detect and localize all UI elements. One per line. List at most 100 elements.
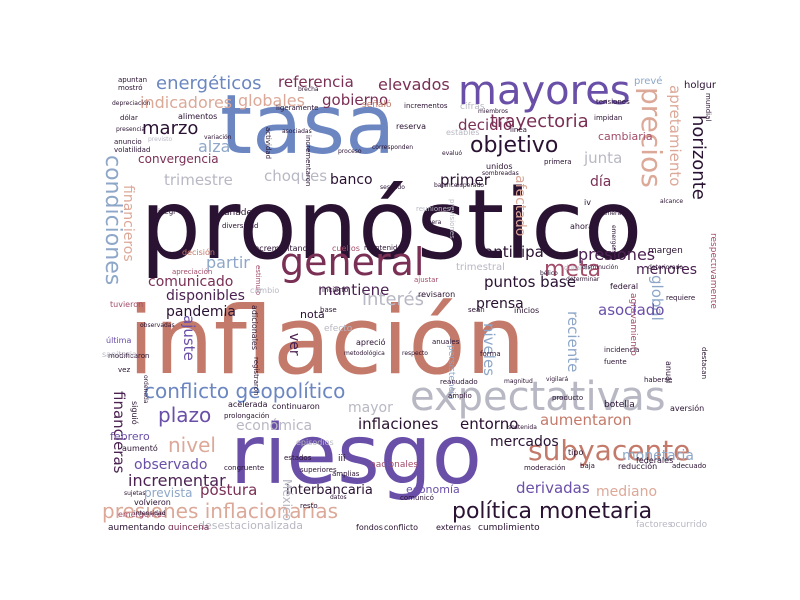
cloud-word: sujetas — [124, 490, 146, 497]
cloud-word: mantiene — [318, 281, 390, 299]
cloud-word: plazo — [158, 403, 212, 427]
cloud-word: riesgo — [230, 408, 482, 503]
cloud-word: corresponden — [372, 144, 414, 151]
cloud-word: apreciación — [172, 268, 213, 276]
cloud-word: comunicó — [400, 494, 434, 502]
cloud-word: interés — [362, 289, 424, 310]
cloud-word: mayor — [348, 400, 393, 416]
cloud-word: monetaria — [622, 448, 694, 464]
cloud-word: apuntan — [118, 76, 148, 84]
cloud-word: sombreadas — [482, 170, 519, 177]
cloud-word: previsto — [148, 136, 173, 143]
cloud-word: energéticos — [156, 75, 262, 94]
cloud-word: metodológica — [344, 350, 385, 357]
cloud-word: bélico — [540, 270, 558, 277]
cloud-word: financieros — [120, 185, 136, 262]
cloud-word: anticipa — [484, 243, 544, 261]
cloud-word: incrementaron — [304, 135, 312, 187]
cloud-word: volvieron — [134, 498, 171, 507]
cloud-word: inflaciones — [358, 415, 439, 433]
cloud-word: cambio — [250, 286, 280, 295]
cloud-word: opera — [424, 219, 442, 226]
cloud-word: iv — [584, 198, 591, 207]
cloud-word: disminución — [582, 264, 619, 271]
cloud-word: globales — [238, 91, 305, 110]
cloud-word: efecto — [324, 324, 353, 334]
cloud-word: asociadas — [282, 128, 312, 135]
cloud-word: haberse — [644, 376, 673, 384]
cloud-word: determinar — [566, 276, 600, 283]
cloud-word: subyacente — [528, 434, 691, 467]
cloud-word: prolongación — [224, 412, 270, 420]
cloud-word: política monetaria — [452, 499, 653, 524]
cloud-word: ocurrido — [670, 520, 708, 530]
cloud-word: destacan — [700, 347, 708, 380]
cloud-word: banco — [330, 172, 373, 188]
cloud-word: observadas — [140, 322, 175, 329]
word-cloud: pronóstico inflación riesgo tasa mayores gene… — [100, 75, 716, 530]
cloud-word: revisaron — [418, 290, 456, 299]
cloud-word: externas — [436, 523, 471, 531]
cloud-word: incrementando — [252, 244, 313, 253]
cloud-word: balance — [434, 182, 458, 189]
cloud-word: siguió — [130, 401, 139, 425]
cloud-word: económica — [236, 418, 313, 434]
cloud-word: menores — [636, 262, 698, 278]
cloud-word: expectativas — [410, 374, 666, 420]
cloud-word: ajuste — [180, 315, 198, 361]
cloud-word: inegi — [158, 208, 176, 216]
cloud-word: horizonte — [688, 115, 709, 200]
cloud-word: cumplimiento — [478, 523, 540, 531]
cloud-word: amplio — [448, 392, 472, 400]
cloud-word: anuncio — [114, 138, 142, 146]
cloud-word: sean — [468, 306, 485, 314]
cloud-word: magnitud — [504, 378, 533, 385]
cloud-word: choques — [264, 167, 328, 185]
cloud-word: adecuado — [672, 462, 707, 470]
cloud-word: cambiaria — [598, 130, 653, 143]
cloud-word: dólar — [120, 114, 138, 122]
cloud-word: previsiones — [448, 199, 456, 239]
cloud-word: presiones — [578, 245, 656, 264]
cloud-word: tensiones — [596, 98, 630, 106]
cloud-word: incierto — [322, 286, 349, 294]
cloud-word: incrementos — [404, 102, 448, 110]
cloud-word: comunicado — [148, 274, 234, 290]
cloud-word: México — [280, 479, 294, 521]
cloud-word: holgura — [684, 80, 716, 91]
cloud-word: mantenido — [364, 244, 402, 252]
cloud-word: variación — [204, 134, 232, 141]
cloud-word: iii — [338, 454, 346, 464]
cloud-word: alza — [198, 137, 231, 156]
cloud-word: asociado — [598, 301, 665, 319]
cloud-word: observado — [134, 457, 208, 473]
cloud-word: respectivamente — [708, 233, 716, 309]
cloud-word: impidan — [594, 114, 623, 122]
cloud-word: vigilará — [546, 376, 569, 383]
cloud-word: anuales — [432, 338, 460, 346]
cloud-word: adicionales — [250, 305, 259, 351]
cloud-word: economía — [406, 483, 460, 496]
cloud-word: forma — [480, 350, 501, 358]
cloud-word: elevados — [378, 75, 450, 94]
cloud-word: trayectoria — [490, 111, 589, 132]
cloud-word: federal — [610, 282, 639, 291]
cloud-word: incidencia — [604, 346, 640, 354]
cloud-word: continuaron — [272, 402, 320, 411]
cloud-word: general — [280, 240, 425, 284]
cloud-word: diversidad — [222, 222, 259, 230]
cloud-word: cifras — [460, 102, 485, 112]
cloud-word: mundial — [704, 93, 712, 122]
cloud-word: sostenida — [508, 424, 537, 431]
cloud-word: estables — [446, 128, 480, 137]
cloud-word: reuniones — [416, 205, 451, 213]
cloud-word: tipo — [568, 448, 584, 457]
cloud-word: ordenada — [142, 375, 149, 404]
cloud-word: postura — [200, 481, 258, 499]
cloud-word: tasa — [220, 78, 396, 173]
cloud-word: incrementar — [128, 471, 226, 490]
cloud-word: botella — [604, 400, 635, 410]
cloud-word: apreció — [356, 338, 386, 347]
cloud-word: apretamiento — [666, 85, 684, 187]
cloud-word: durante — [564, 264, 592, 272]
